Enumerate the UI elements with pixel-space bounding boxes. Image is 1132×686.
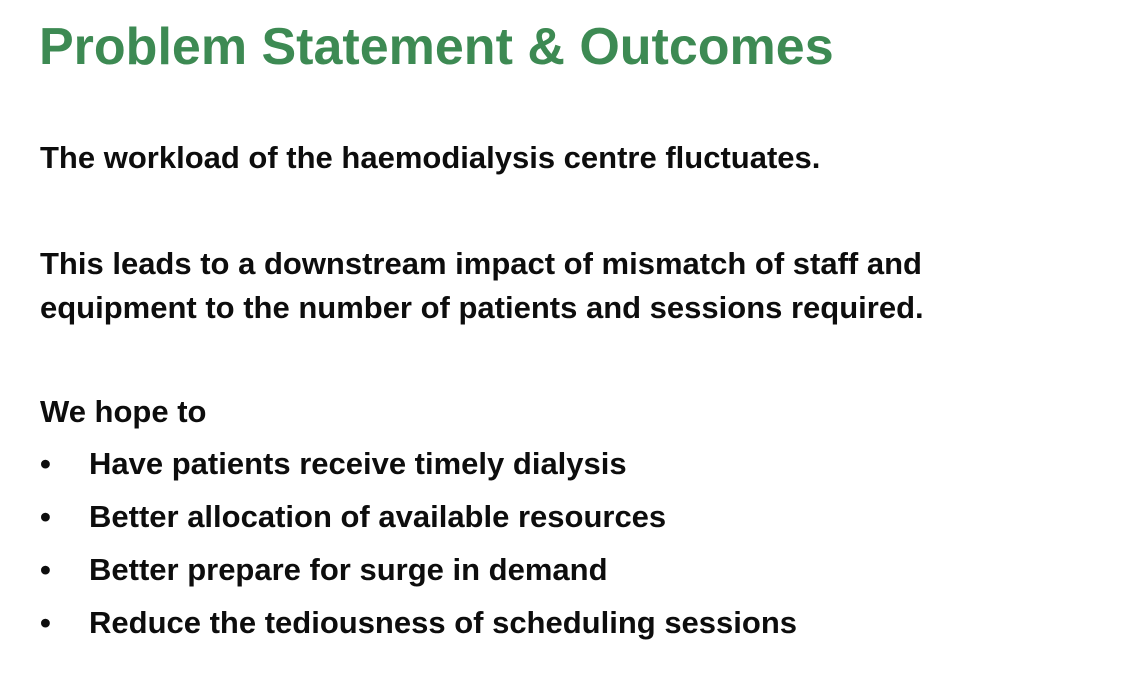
list-item-text: Have patients receive timely dialysis (89, 446, 627, 481)
bullet-icon: • (40, 499, 51, 534)
slide-title: Problem Statement & Outcomes (39, 18, 834, 76)
list-item-text: Better prepare for surge in demand (89, 552, 608, 587)
impact-statement: This leads to a downstream impact of mis… (40, 242, 924, 330)
impact-statement-line-2: equipment to the number of patients and … (40, 290, 924, 325)
list-item-text: Reduce the tediousness of scheduling ses… (89, 605, 798, 640)
bullet-icon: • (40, 446, 51, 481)
bullet-icon: • (40, 552, 51, 587)
problem-statement: The workload of the haemodialysis centre… (40, 140, 821, 175)
impact-statement-line-1: This leads to a downstream impact of mis… (40, 246, 922, 281)
bullet-icon: • (40, 605, 51, 640)
list-item-text: Better allocation of available resources (89, 499, 667, 534)
outcomes-intro: We hope to (40, 394, 207, 429)
